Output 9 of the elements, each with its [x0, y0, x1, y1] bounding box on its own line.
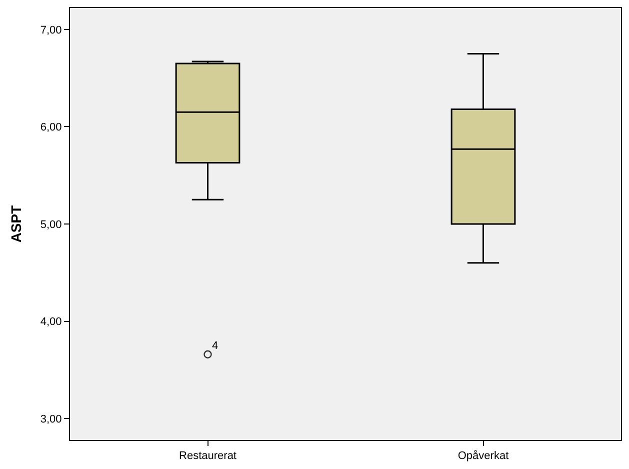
y-tick-label: 5,00: [40, 218, 62, 231]
y-tick-label: 6,00: [40, 122, 62, 134]
y-axis-title: ASPT: [8, 204, 24, 243]
annotation: 4: [212, 340, 218, 352]
y-tick-label: 3,00: [40, 413, 62, 426]
x-tick-label: Opåverkat: [458, 450, 509, 462]
y-tick-label: 7,00: [40, 24, 62, 36]
y-tick-label: 4,00: [40, 316, 62, 328]
x-tick-label: Restaurerat: [179, 450, 236, 462]
